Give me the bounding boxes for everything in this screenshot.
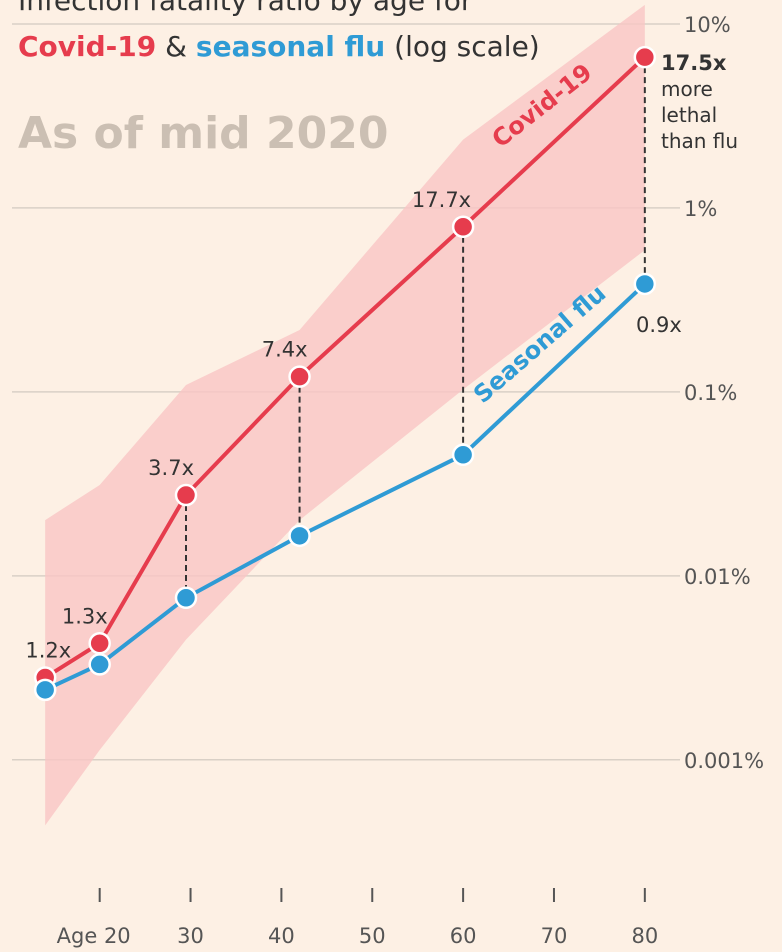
ratio-label: 3.7x — [148, 456, 194, 480]
x-tick-label: 30 — [177, 924, 204, 948]
y-tick-label: 10% — [684, 13, 731, 37]
title-log: (log scale) — [394, 30, 540, 63]
ratio-label: 17.7x — [412, 188, 471, 212]
final-ratio-text: more — [661, 77, 713, 101]
ratio-label: 1.2x — [25, 639, 71, 663]
y-tick-label: 0.01% — [684, 565, 751, 589]
chart-title-line: Covid-19 & seasonal flu (log scale) — [18, 30, 540, 63]
flu-ratio-label: 0.9x — [636, 313, 682, 337]
point — [451, 215, 475, 239]
x-tick-label: Age 20 — [57, 924, 131, 948]
x-tick-label: 40 — [268, 924, 295, 948]
plot: 10% 1% 0.1% 0.01% 0.001% Age 20 30 40 50 60 70 80 1.… — [12, 4, 764, 948]
point — [633, 45, 657, 69]
point — [174, 483, 198, 507]
point — [174, 586, 198, 610]
title-covid: Covid-19 — [18, 30, 156, 63]
point — [88, 632, 111, 655]
point — [33, 678, 57, 702]
x-tick-label: 70 — [541, 924, 568, 948]
point — [633, 272, 657, 296]
point — [88, 653, 111, 676]
final-ratio-text: lethal — [661, 103, 717, 127]
final-ratio-text: than flu — [661, 129, 738, 153]
x-tick-label: 60 — [450, 924, 477, 948]
x-tick-label: 50 — [359, 924, 386, 948]
chart-title: Infection fatality ratio by age for — [18, 0, 473, 17]
point — [288, 365, 311, 388]
ratio-label: 7.4x — [262, 338, 308, 362]
ratio-label: 1.3x — [62, 604, 108, 628]
uncertainty-band — [45, 4, 645, 826]
y-tick-label: 1% — [684, 197, 717, 221]
final-ratio: 17.5x — [661, 51, 727, 75]
title-and: & — [165, 30, 187, 63]
point — [451, 443, 475, 467]
x-tick-label: 80 — [631, 924, 658, 948]
title-flu: seasonal flu — [196, 30, 385, 63]
point — [288, 524, 311, 548]
y-tick-label: 0.1% — [684, 381, 737, 405]
subtitle: As of mid 2020 — [18, 108, 388, 159]
y-tick-label: 0.001% — [684, 749, 764, 773]
